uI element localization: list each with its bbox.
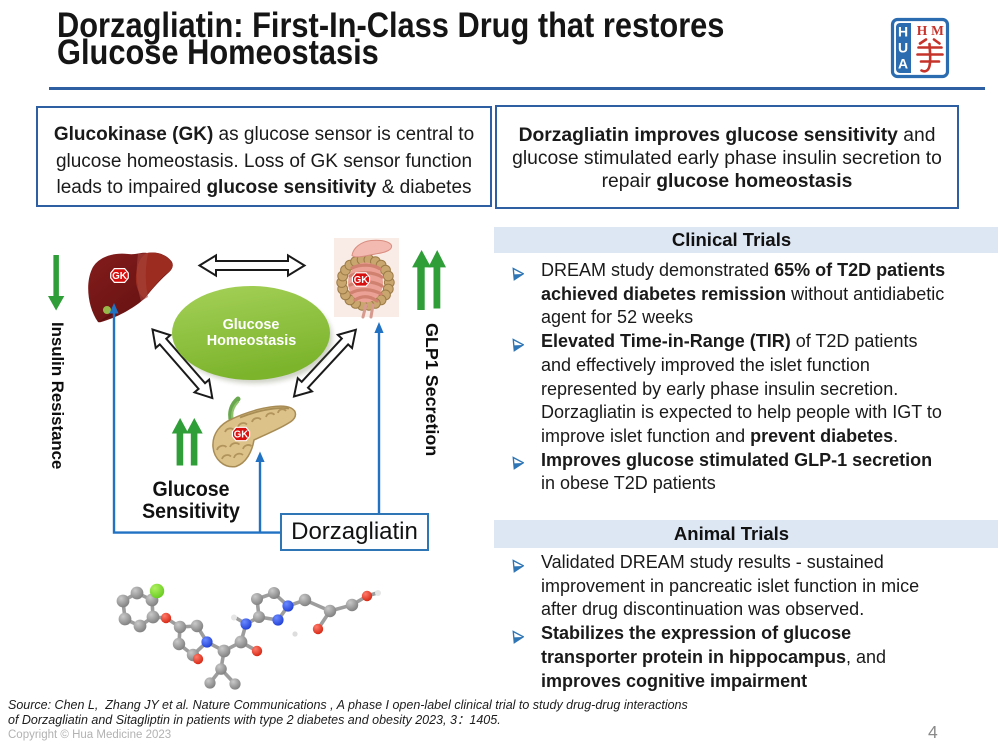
svg-text:H: H	[898, 24, 908, 40]
svg-text:M: M	[931, 23, 944, 38]
svg-text:U: U	[898, 40, 908, 56]
svg-text:A: A	[898, 56, 908, 72]
svg-text:GLP1 Secretion: GLP1 Secretion	[422, 323, 442, 456]
svg-text:Insulin Resistance: Insulin Resistance	[48, 322, 67, 469]
svg-text:Glucose: Glucose	[223, 317, 280, 333]
svg-text:Homeostasis: Homeostasis	[207, 333, 297, 349]
svg-text:H: H	[917, 23, 928, 38]
